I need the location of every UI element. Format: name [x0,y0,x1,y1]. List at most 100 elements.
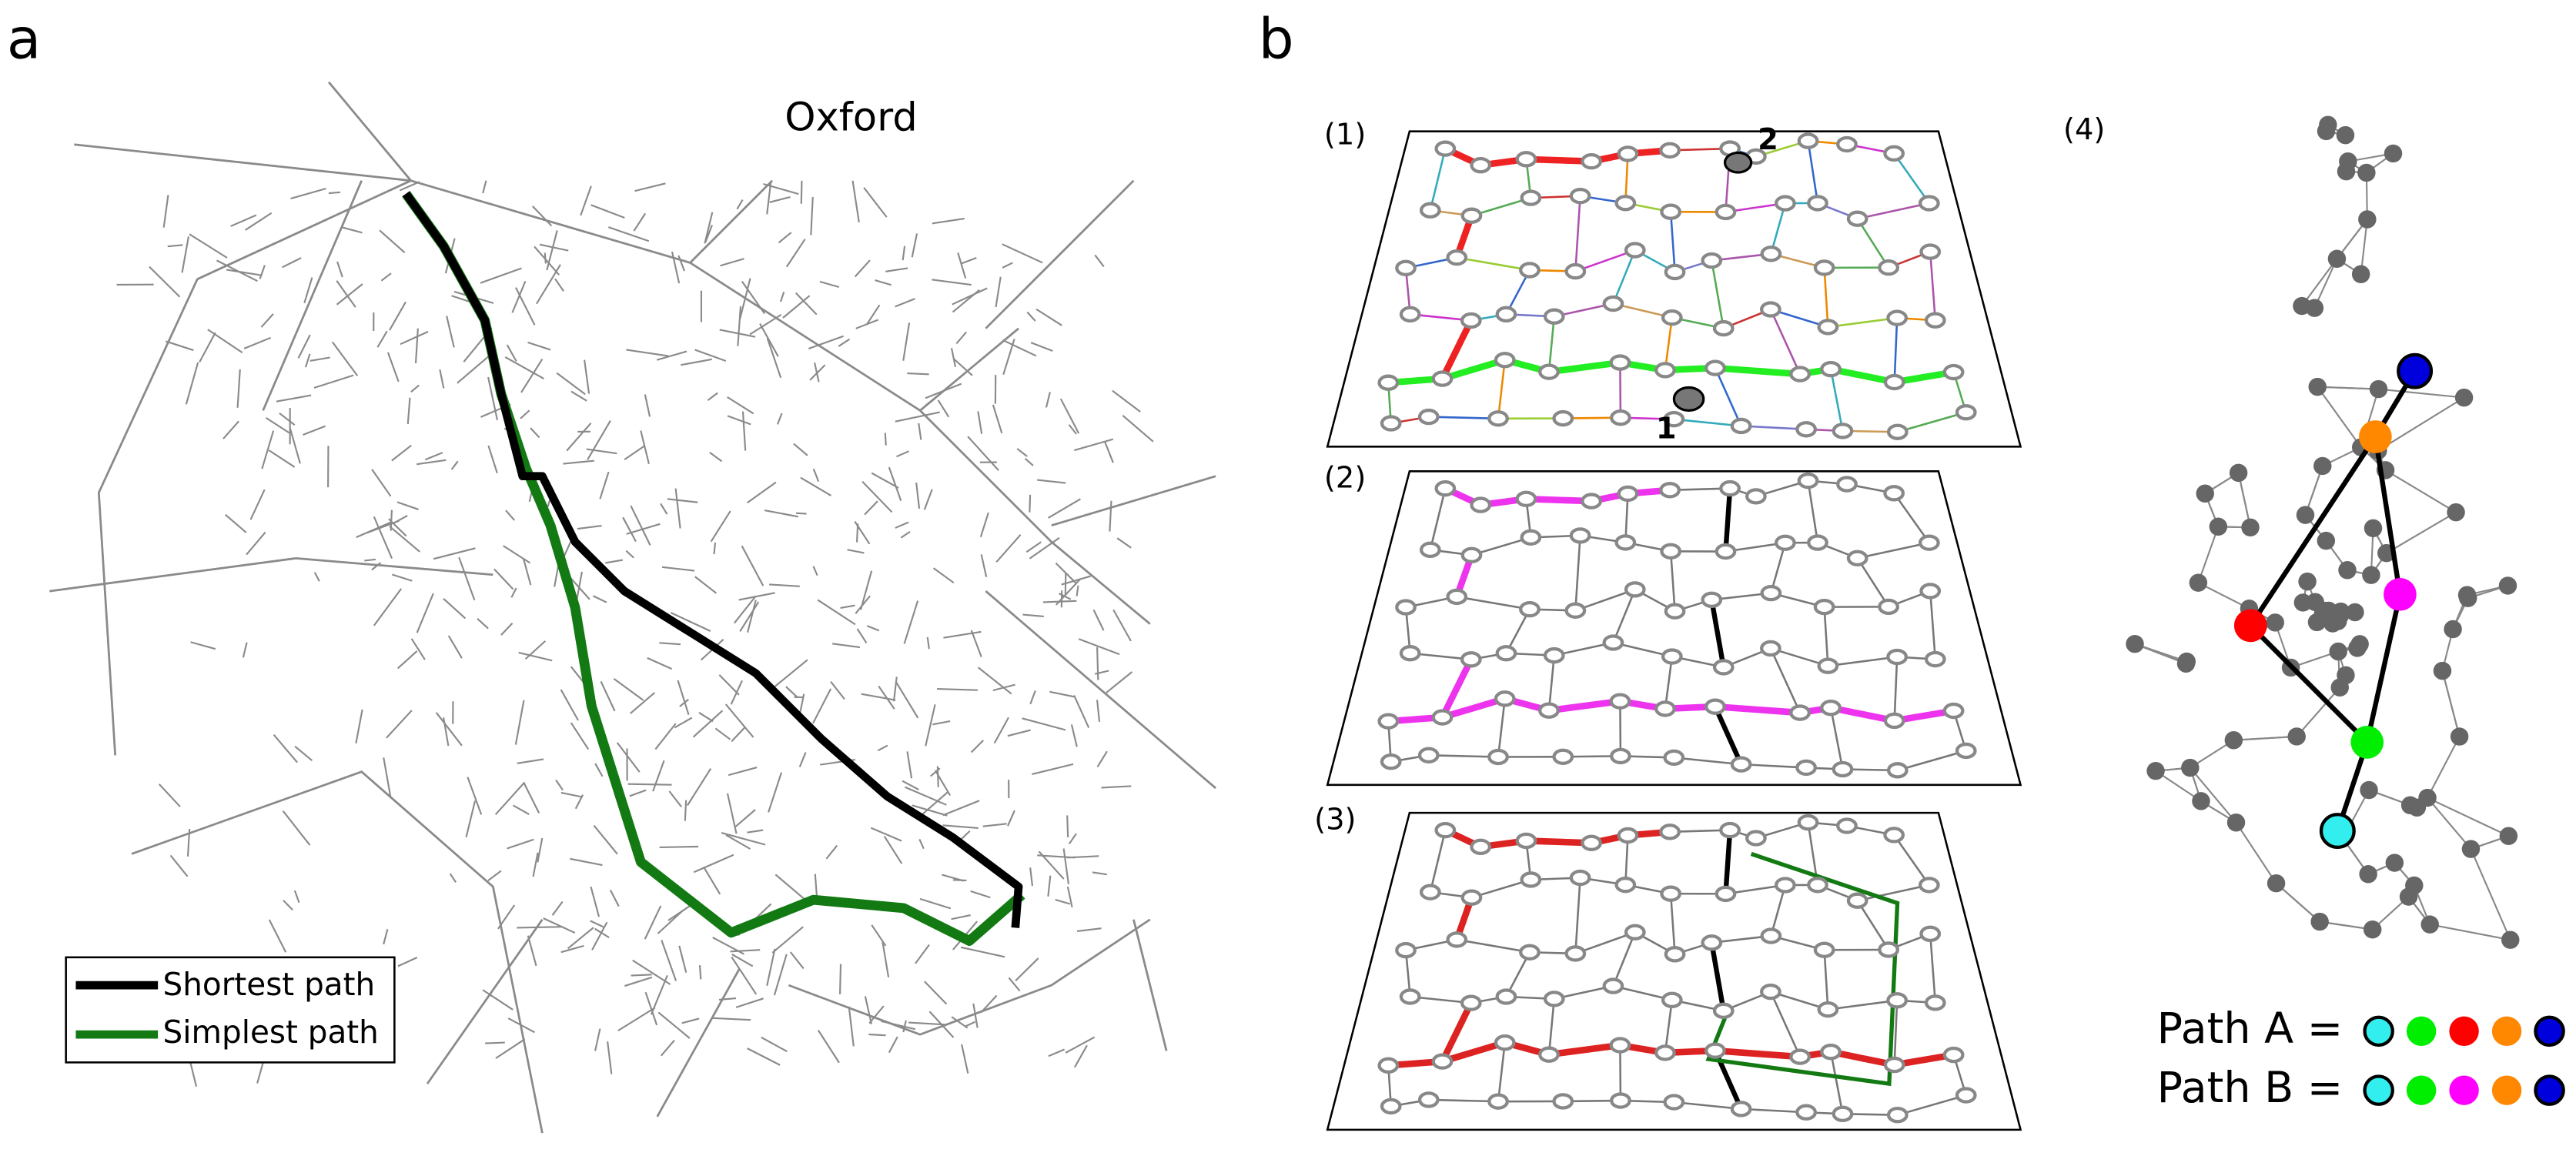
road [694,576,718,594]
road [189,233,228,259]
road [855,523,859,543]
road [511,280,527,313]
graph-node [2196,484,2214,503]
road [507,838,534,850]
road [1029,690,1036,705]
graph-edge [2197,582,2250,610]
road [923,489,933,510]
road [539,243,569,252]
graph-node [1846,892,1868,909]
road [536,264,561,305]
road [512,804,530,815]
graph-edge [1829,369,1844,432]
graph-node [2329,642,2347,661]
road [1047,875,1052,897]
road [888,466,902,501]
graph-node [2177,652,2196,671]
graph-edge [1674,418,1741,427]
graph-node [1470,157,1492,174]
graph-node [1878,941,1899,958]
graph-node [2444,620,2462,639]
road [747,829,764,834]
graph-edge [1457,938,1531,954]
graph-edge [1439,1001,1474,1064]
graph-edge [1893,657,1899,721]
road [970,630,982,657]
road [424,452,443,461]
road [864,500,878,516]
graph-edge [1429,488,1447,550]
road [1092,871,1107,876]
road [793,443,808,456]
road [279,412,296,426]
road [1096,646,1099,680]
road [626,349,669,357]
graph-node [1614,876,1637,894]
graph-node [1515,490,1537,507]
graph-node [1883,827,1905,844]
road [534,246,560,276]
road [925,704,936,747]
road [1037,479,1066,484]
road [671,251,681,284]
road [388,518,407,537]
graph-node [1659,142,1681,159]
road [681,358,712,366]
road [785,686,798,699]
road [294,745,313,761]
graph-node [2385,854,2404,872]
graph-edge [1830,704,1895,724]
graph-edge [1856,557,1890,608]
graph-node [1846,550,1868,566]
road [249,489,266,520]
road [336,261,343,278]
road [895,298,915,308]
graph-edge [2317,386,2379,390]
graph-node [1519,944,1541,961]
road [654,723,677,750]
road [207,329,243,353]
road [391,444,412,462]
road [537,837,544,863]
road [591,921,608,951]
road [563,459,594,465]
road [313,374,354,389]
road [625,550,634,559]
graph-edge [1669,212,1676,272]
road [825,844,838,860]
road [355,709,363,744]
graph-node [1399,645,1421,662]
road [371,469,392,497]
road [386,352,400,383]
road [778,232,792,244]
road [1048,1048,1066,1057]
road [992,404,1003,434]
graph-node [2457,586,2477,604]
graph-edge [1428,754,1499,758]
road [718,674,740,696]
graph-node [2266,613,2284,632]
graph-node [2229,463,2248,483]
road [895,521,909,529]
graph-node [1380,415,1402,432]
road [1059,398,1080,434]
road [972,1003,979,1028]
road [629,789,647,797]
graph-node [1918,534,1940,551]
road [607,1041,613,1074]
road [626,523,661,535]
road [713,542,717,555]
road [738,592,775,601]
graph-edge [1664,317,1674,371]
graph-node [2293,296,2311,316]
road [942,824,979,830]
road [950,348,957,368]
road [1094,254,1105,268]
graph-edge [1428,416,1499,420]
road [674,488,681,529]
graph-node [2319,115,2337,134]
road [918,791,949,818]
road [166,340,194,352]
road [268,449,296,468]
road [868,1005,885,1024]
